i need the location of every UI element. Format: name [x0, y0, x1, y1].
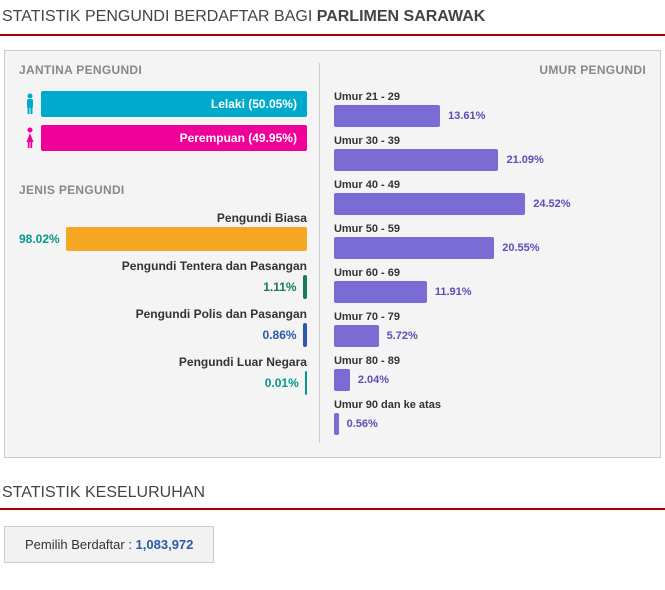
voter-type-bar [303, 323, 307, 347]
voter-type-pct: 0.01% [265, 376, 299, 390]
age-label: Umur 30 - 39 [334, 135, 646, 147]
age-label: Umur 50 - 59 [334, 223, 646, 235]
age-pct: 21.09% [506, 154, 543, 166]
total-label: Pemilih Berdaftar : [25, 537, 136, 552]
age-pct: 2.04% [358, 374, 389, 386]
age-bar [334, 105, 440, 127]
age-row: 13.61% [334, 105, 646, 127]
age-pct: 20.55% [502, 242, 539, 254]
age-label: Umur 70 - 79 [334, 311, 646, 323]
stats-panel: JANTINA PENGUNDI Lelaki (50.05%) Perempu… [4, 50, 661, 458]
age-label: Umur 60 - 69 [334, 267, 646, 279]
voter-type-item: Pengundi Luar Negara 0.01% [19, 355, 307, 395]
age-pct: 24.52% [533, 198, 570, 210]
male-icon [19, 93, 41, 115]
female-icon [19, 127, 41, 149]
voter-type-pct: 1.11% [263, 280, 296, 294]
voter-type-section: JENIS PENGUNDI Pengundi Biasa98.02%Pengu… [19, 183, 307, 395]
age-bar [334, 149, 499, 171]
voter-type-section-title: JENIS PENGUNDI [19, 183, 307, 197]
gender-row-female: Perempuan (49.95%) [19, 125, 307, 151]
age-item: Umur 80 - 89 2.04% [334, 355, 646, 391]
voter-type-row: 1.11% [19, 275, 307, 299]
age-row: 0.56% [334, 413, 646, 435]
age-item: Umur 40 - 49 24.52% [334, 179, 646, 215]
total-box: Pemilih Berdaftar : 1,083,972 [4, 526, 214, 563]
voter-type-label: Pengundi Luar Negara [19, 355, 307, 369]
voter-type-bar [66, 227, 307, 251]
age-bar [334, 281, 427, 303]
age-bar [334, 325, 379, 347]
age-pct: 11.91% [435, 286, 472, 298]
title-prefix: STATISTIK PENGUNDI BERDAFTAR BAGI [2, 8, 317, 25]
age-row: 20.55% [334, 237, 646, 259]
voter-type-row: 0.86% [19, 323, 307, 347]
age-bar [334, 237, 494, 259]
voter-type-label: Pengundi Polis dan Pasangan [19, 307, 307, 321]
male-bar-label: Lelaki (50.05%) [211, 97, 297, 111]
age-label: Umur 80 - 89 [334, 355, 646, 367]
age-pct: 13.61% [448, 110, 485, 122]
gender-row-male: Lelaki (50.05%) [19, 91, 307, 117]
age-row: 24.52% [334, 193, 646, 215]
voter-type-bar [303, 275, 307, 299]
gender-section-title: JANTINA PENGUNDI [19, 63, 307, 77]
age-row: 11.91% [334, 281, 646, 303]
voter-type-label: Pengundi Tentera dan Pasangan [19, 259, 307, 273]
age-row: 5.72% [334, 325, 646, 347]
age-item: Umur 21 - 29 13.61% [334, 91, 646, 127]
age-item: Umur 60 - 69 11.91% [334, 267, 646, 303]
voter-type-bar [305, 371, 307, 395]
female-bar: Perempuan (49.95%) [41, 125, 307, 151]
voter-type-item: Pengundi Polis dan Pasangan 0.86% [19, 307, 307, 347]
age-row: 2.04% [334, 369, 646, 391]
voter-type-row: 98.02% [19, 227, 307, 251]
age-label: Umur 40 - 49 [334, 179, 646, 191]
age-label: Umur 21 - 29 [334, 91, 646, 103]
voter-type-item: Pengundi Biasa 98.02% [19, 211, 307, 251]
left-column: JANTINA PENGUNDI Lelaki (50.05%) Perempu… [19, 63, 320, 443]
male-bar: Lelaki (50.05%) [41, 91, 307, 117]
age-label: Umur 90 dan ke atas [334, 399, 646, 411]
voter-type-pct: 0.86% [263, 328, 297, 342]
age-bar [334, 369, 350, 391]
age-pct: 0.56% [347, 418, 378, 430]
age-bar [334, 413, 339, 435]
voter-type-item: Pengundi Tentera dan Pasangan 1.11% [19, 259, 307, 299]
voter-type-row: 0.01% [19, 371, 307, 395]
age-item: Umur 30 - 39 21.09% [334, 135, 646, 171]
age-item: Umur 50 - 59 20.55% [334, 223, 646, 259]
voter-type-label: Pengundi Biasa [19, 211, 307, 225]
page-title: STATISTIK PENGUNDI BERDAFTAR BAGI PARLIM… [0, 0, 665, 36]
age-bar [334, 193, 525, 215]
age-item: Umur 70 - 79 5.72% [334, 311, 646, 347]
age-item: Umur 90 dan ke atas 0.56% [334, 399, 646, 435]
overall-section-title: STATISTIK KESELURUHAN [0, 478, 665, 510]
total-value: 1,083,972 [136, 537, 194, 552]
title-bold: PARLIMEN SARAWAK [317, 8, 486, 25]
voter-type-pct: 98.02% [19, 232, 60, 246]
age-pct: 5.72% [387, 330, 418, 342]
age-section-title: UMUR PENGUNDI [334, 63, 646, 77]
female-bar-label: Perempuan (49.95%) [180, 131, 297, 145]
age-row: 21.09% [334, 149, 646, 171]
right-column: UMUR PENGUNDI Umur 21 - 29 13.61% Umur 30 … [320, 63, 646, 443]
